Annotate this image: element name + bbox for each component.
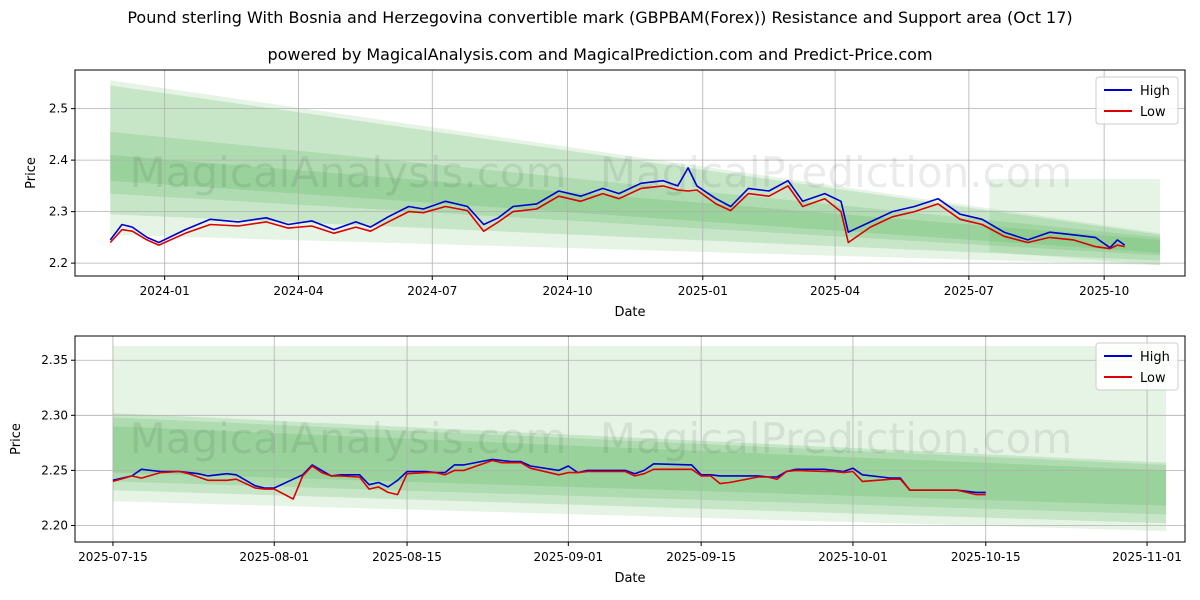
support-resistance-band — [110, 154, 1161, 253]
y-tick-label: 2.3 — [49, 205, 68, 219]
x-axis-label: Date — [614, 571, 645, 586]
y-tick-label: 2.25 — [41, 463, 68, 477]
x-tick-label: 2025-07 — [944, 284, 994, 298]
x-tick-label: 2025-08-01 — [239, 550, 309, 564]
y-axis-label: Price — [9, 423, 24, 455]
support-resistance-band — [112, 413, 1167, 524]
y-tick-label: 2.30 — [41, 408, 68, 422]
legend-label-low: Low — [1140, 371, 1166, 386]
y-tick-label: 2.20 — [41, 518, 68, 532]
y-tick-label: 2.4 — [49, 153, 68, 167]
x-tick-label: 2025-09-01 — [533, 550, 603, 564]
chart-panel-2: MagicalAnalysis.com MagicalPrediction.com… — [9, 335, 1186, 586]
chart-subtitle: powered by MagicalAnalysis.com and Magic… — [267, 45, 933, 64]
support-resistance-band — [110, 131, 1161, 256]
x-tick-label: 2025-10 — [1079, 284, 1129, 298]
support-resistance-band — [112, 417, 1167, 515]
series-line-high — [109, 167, 1126, 249]
plot-frame — [74, 69, 1186, 277]
x-tick-label: 2024-04 — [273, 284, 323, 298]
support-resistance-band — [110, 80, 1161, 266]
x-tick-label: 2024-01 — [140, 284, 190, 298]
watermark-text: MagicalPrediction.com — [600, 148, 1073, 197]
series-line-low — [109, 185, 1125, 250]
legend: High Low — [1095, 342, 1179, 391]
support-resistance-band — [989, 179, 1161, 266]
x-tick-label: 2025-04 — [810, 284, 860, 298]
series-line-high — [112, 458, 986, 494]
y-tick-label: 2.5 — [49, 102, 68, 116]
watermark-text: MagicalAnalysis.com — [130, 414, 567, 463]
plot-frame — [74, 335, 1186, 543]
support-resistance-band — [112, 345, 1167, 531]
y-tick-label: 2.35 — [41, 353, 68, 367]
legend: High Low — [1095, 76, 1179, 125]
legend-label-high: High — [1140, 350, 1170, 365]
legend-label-high: High — [1140, 84, 1170, 99]
watermark-text: MagicalPrediction.com — [600, 414, 1073, 463]
series-line-low — [112, 459, 986, 500]
x-tick-label: 2025-11-01 — [1112, 550, 1182, 564]
legend-box — [1095, 342, 1179, 391]
x-tick-label: 2025-08-15 — [372, 550, 442, 564]
support-resistance-band — [112, 426, 1167, 506]
support-resistance-band — [110, 85, 1161, 261]
legend-label-low: Low — [1140, 105, 1166, 120]
x-tick-label: 2024-07 — [407, 284, 457, 298]
legend-box — [1095, 76, 1179, 125]
x-tick-label: 2024-10 — [542, 284, 592, 298]
chart-title: Pound sterling With Bosnia and Herzegovi… — [127, 8, 1073, 27]
y-tick-label: 2.2 — [49, 256, 68, 270]
x-tick-label: 2025-10-15 — [951, 550, 1021, 564]
watermark-text: MagicalAnalysis.com — [130, 148, 567, 197]
x-tick-label: 2025-09-15 — [666, 550, 736, 564]
x-axis-label: Date — [614, 305, 645, 320]
chart-panel-1: MagicalAnalysis.com MagicalPrediction.com… — [24, 69, 1186, 320]
y-axis-label: Price — [24, 157, 39, 189]
x-tick-label: 2025-01 — [678, 284, 728, 298]
x-tick-label: 2025-10-01 — [818, 550, 888, 564]
x-tick-label: 2025-07-15 — [78, 550, 148, 564]
